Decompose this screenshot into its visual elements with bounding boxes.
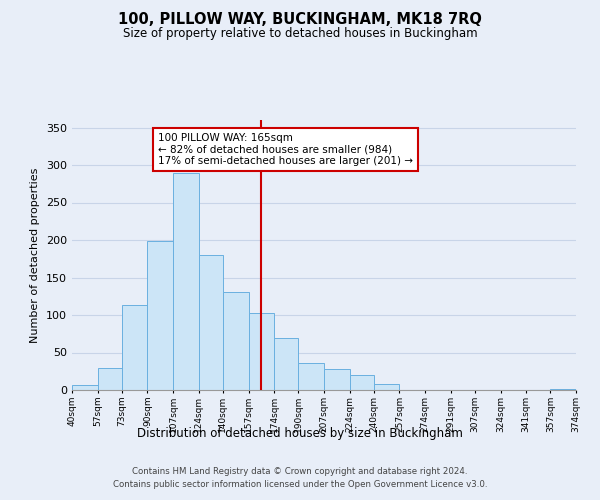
Text: 100 PILLOW WAY: 165sqm
← 82% of detached houses are smaller (984)
17% of semi-de: 100 PILLOW WAY: 165sqm ← 82% of detached… [158,132,413,166]
Text: Distribution of detached houses by size in Buckingham: Distribution of detached houses by size … [137,428,463,440]
Bar [173,172,199,390]
Bar [374,384,400,390]
Bar [199,255,223,390]
Bar [324,369,350,390]
Bar [350,375,374,390]
Text: 100, PILLOW WAY, BUCKINGHAM, MK18 7RQ: 100, PILLOW WAY, BUCKINGHAM, MK18 7RQ [118,12,482,28]
Bar [550,388,576,390]
Bar [148,241,173,390]
Text: Contains public sector information licensed under the Open Government Licence v3: Contains public sector information licen… [113,480,487,489]
Text: Contains HM Land Registry data © Crown copyright and database right 2024.: Contains HM Land Registry data © Crown c… [132,468,468,476]
Bar [223,292,248,390]
Bar [98,368,122,390]
Bar [122,305,148,390]
Bar [248,313,274,390]
Bar [298,363,324,390]
Bar [274,338,298,390]
Bar [72,385,98,390]
Text: Size of property relative to detached houses in Buckingham: Size of property relative to detached ho… [122,28,478,40]
Y-axis label: Number of detached properties: Number of detached properties [31,168,40,342]
